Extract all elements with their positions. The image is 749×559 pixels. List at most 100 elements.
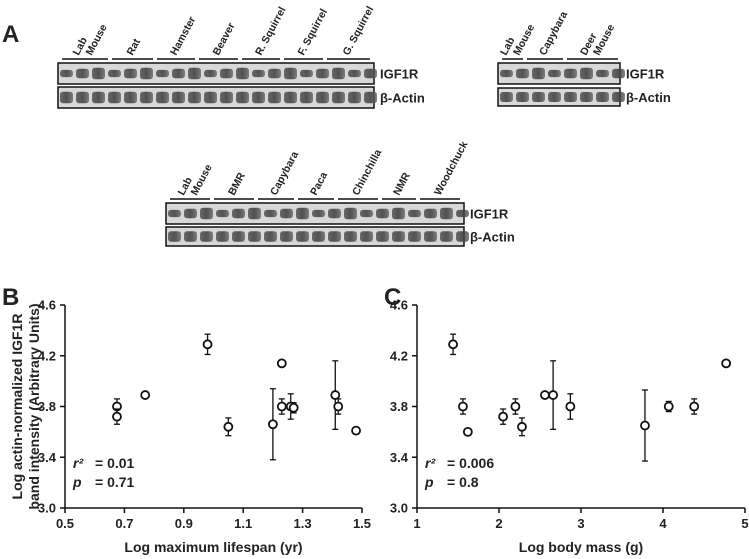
blot-band xyxy=(188,67,201,80)
blot-band xyxy=(236,67,249,80)
lane-label: Rat xyxy=(125,36,144,57)
data-point xyxy=(689,401,700,412)
panel-label: A xyxy=(2,21,19,48)
blot-band xyxy=(344,231,357,242)
data-point xyxy=(548,390,559,400)
lane-label: Chinchilla xyxy=(350,147,384,197)
blot-band xyxy=(248,207,261,220)
blot-band xyxy=(424,208,437,219)
blot-band xyxy=(392,231,405,242)
blot-band xyxy=(248,231,261,242)
annotation-symbol: r² xyxy=(73,455,83,471)
blot-band xyxy=(548,92,561,102)
blot-band xyxy=(156,69,169,78)
blot-band xyxy=(184,208,197,219)
blot-band xyxy=(188,91,201,104)
y-tick-label: 4.2 xyxy=(38,348,56,363)
data-point xyxy=(517,421,527,432)
y-tick-label: 3.4 xyxy=(38,450,57,465)
lane-label: G. Squirrel xyxy=(341,4,377,57)
blot-band xyxy=(564,68,577,79)
blot-row-label: β-Actin xyxy=(470,230,515,245)
blot-band xyxy=(92,67,105,80)
blot-band xyxy=(124,68,137,79)
blot-band xyxy=(140,91,153,104)
blot-band xyxy=(456,209,469,218)
blot-band xyxy=(280,231,293,242)
y-tick-label: 3.8 xyxy=(38,399,56,414)
blot-band xyxy=(140,67,153,80)
blot-band xyxy=(596,92,609,102)
blot-band xyxy=(204,69,217,78)
blot-band xyxy=(268,91,281,104)
lane-label: Beaver xyxy=(211,21,238,58)
blot-band xyxy=(268,68,281,79)
blot-band xyxy=(516,68,529,79)
blot-band xyxy=(316,91,329,104)
y-tick-label: 4.6 xyxy=(390,298,408,313)
x-tick-label: 3 xyxy=(577,516,584,531)
panel-label: C xyxy=(384,284,401,311)
blot-band xyxy=(376,208,389,219)
blot-band xyxy=(300,69,313,78)
blot-band xyxy=(252,91,265,104)
x-tick-label: 1.5 xyxy=(353,516,371,531)
annotation-symbol: p xyxy=(424,474,434,490)
blot-band xyxy=(172,91,185,104)
blot-band xyxy=(328,231,341,242)
blot-row-label: β-Actin xyxy=(626,90,671,105)
x-tick-label: 1.3 xyxy=(294,516,312,531)
blot-band xyxy=(612,92,625,102)
lane-label: Paca xyxy=(308,170,330,197)
blot-band xyxy=(252,69,265,78)
lane-label: BMR xyxy=(226,170,248,197)
data-point xyxy=(458,401,468,412)
blot-row-label: IGF1R xyxy=(380,67,419,82)
blot-band xyxy=(168,209,181,218)
lane-label: R. Squirrel xyxy=(253,5,289,58)
blot-band xyxy=(124,91,137,104)
blot-band xyxy=(532,67,545,80)
panel-label: B xyxy=(2,284,19,311)
x-tick-label: 2 xyxy=(495,516,502,531)
blot-band xyxy=(580,92,593,102)
data-point xyxy=(510,401,521,412)
blot-band xyxy=(332,91,345,104)
blot-band xyxy=(376,231,389,242)
blot-band xyxy=(564,92,577,102)
data-point xyxy=(276,401,287,412)
x-tick-label: 1.1 xyxy=(234,516,252,531)
data-point xyxy=(267,419,278,430)
lane-label: Woodchuck xyxy=(432,139,471,197)
blot-band xyxy=(168,231,181,242)
blot-band xyxy=(532,92,545,102)
data-point xyxy=(288,402,299,413)
lane-label: Capybara xyxy=(537,9,570,57)
blot-band xyxy=(232,231,245,242)
blot-band xyxy=(360,231,373,242)
blot-band xyxy=(344,207,357,220)
blot-band xyxy=(316,68,329,79)
blot-band xyxy=(264,209,277,218)
x-tick-label: 0.9 xyxy=(175,516,193,531)
data-point xyxy=(498,411,509,422)
annotation-symbol: p xyxy=(72,474,82,490)
data-point xyxy=(663,401,674,412)
data-point xyxy=(202,339,213,350)
y-axis-label: band intensity (Arbitrary Units) xyxy=(26,303,42,509)
blot-band xyxy=(264,231,277,242)
blot-band xyxy=(580,67,593,80)
blot-band xyxy=(312,209,325,218)
blot-band xyxy=(596,69,609,78)
blot-band xyxy=(200,207,213,220)
blot-band xyxy=(216,231,229,242)
annotation-value: = 0.006 xyxy=(447,455,494,471)
blot-band xyxy=(516,92,529,102)
data-point xyxy=(351,425,361,436)
blot-band xyxy=(440,207,453,220)
annotation-value: = 0.8 xyxy=(447,474,479,490)
blot-band xyxy=(300,91,313,104)
lane-label: Capybara xyxy=(268,149,301,197)
blot-band xyxy=(364,68,377,79)
blot-band xyxy=(200,231,213,242)
